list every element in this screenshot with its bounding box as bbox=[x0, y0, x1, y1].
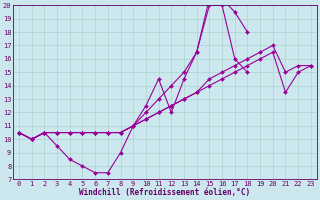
X-axis label: Windchill (Refroidissement éolien,°C): Windchill (Refroidissement éolien,°C) bbox=[79, 188, 251, 197]
